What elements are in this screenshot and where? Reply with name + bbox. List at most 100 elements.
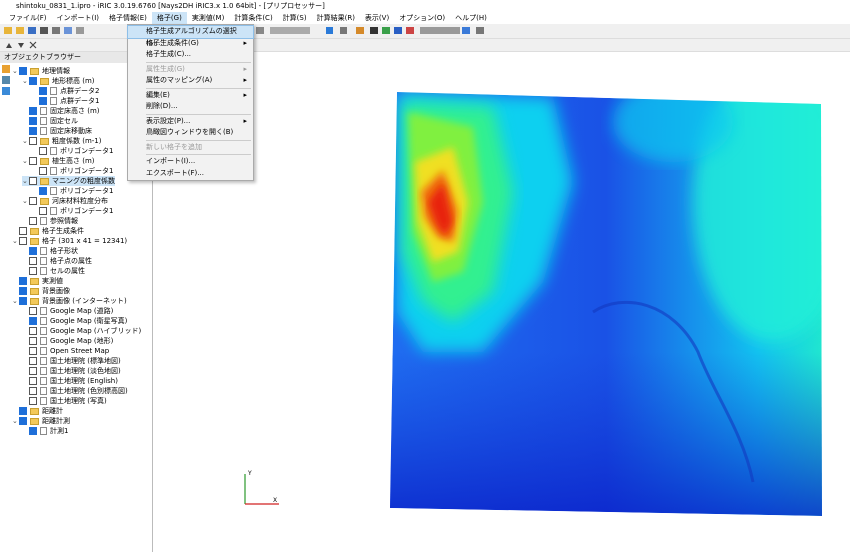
checkbox[interactable]: [29, 427, 37, 435]
checkbox[interactable]: [19, 407, 27, 415]
tree-item[interactable]: ポリゴンデータ1: [32, 186, 113, 196]
checkbox[interactable]: [39, 97, 47, 105]
checkbox[interactable]: [19, 277, 27, 285]
tree-item[interactable]: 国土地理院 (標準地図): [22, 356, 121, 366]
checkbox[interactable]: [19, 287, 27, 295]
menu-item[interactable]: ファイル(F): [9, 14, 47, 22]
expand-arrow[interactable]: ⌄: [22, 177, 28, 185]
checkbox[interactable]: [29, 347, 37, 355]
checkbox[interactable]: [29, 327, 37, 335]
tree-item[interactable]: 国土地理院 (色別標高図): [22, 386, 128, 396]
dropdown-item[interactable]: インポート(I)...: [128, 156, 253, 168]
tree-item[interactable]: Open Street Map: [22, 346, 109, 356]
checkbox[interactable]: [29, 77, 37, 85]
checkbox[interactable]: [19, 227, 27, 235]
dropdown-item[interactable]: 鳥瞰図ウィンドウを開く(B): [128, 127, 253, 139]
checkbox[interactable]: [29, 377, 37, 385]
tree-item[interactable]: ⌄ 距離計測: [12, 416, 70, 426]
checkbox[interactable]: [19, 297, 27, 305]
tree-item[interactable]: ポリゴンデータ1: [32, 146, 113, 156]
dropdown-item[interactable]: エクスポート(F)...: [128, 168, 253, 180]
tree-item[interactable]: 国土地理院 (English): [22, 376, 118, 386]
tree-item[interactable]: ⌄ 地形標高 (m): [22, 76, 95, 86]
checkbox[interactable]: [29, 307, 37, 315]
expand-arrow[interactable]: ⌄: [22, 77, 28, 85]
expand-arrow[interactable]: ⌄: [22, 157, 28, 165]
tree-item[interactable]: Google Map (ハイブリッド): [22, 326, 141, 336]
menu-item[interactable]: 計算条件(C): [234, 14, 273, 22]
tree-item[interactable]: ⌄ 背景画像 (インターネット): [12, 296, 127, 306]
expand-arrow[interactable]: ⌄: [12, 237, 18, 245]
expand-arrow[interactable]: ⌄: [12, 67, 18, 75]
menu-item[interactable]: 計算(S): [282, 14, 307, 22]
tree-item[interactable]: ⌄ 粗度係数 (m-1): [22, 136, 102, 146]
checkbox[interactable]: [29, 357, 37, 365]
tree-item[interactable]: 固定床移動床: [22, 126, 92, 136]
tree-item[interactable]: ⌄ マニングの粗度係数: [22, 176, 115, 186]
checkbox[interactable]: [29, 217, 37, 225]
checkbox[interactable]: [39, 147, 47, 155]
tree-item[interactable]: Google Map (衛星写真): [22, 316, 127, 326]
checkbox[interactable]: [29, 387, 37, 395]
checkbox[interactable]: [29, 127, 37, 135]
menu-item[interactable]: 格子情報(E): [109, 14, 147, 22]
tree-item[interactable]: 背景画像: [12, 286, 70, 296]
dropdown-item[interactable]: 編集(E) ▸: [128, 90, 253, 102]
dropdown-item[interactable]: 属性のマッピング(A) ▸: [128, 75, 253, 87]
tree-item[interactable]: Google Map (地形): [22, 336, 113, 346]
checkbox[interactable]: [29, 157, 37, 165]
checkbox[interactable]: [29, 367, 37, 375]
tree-item[interactable]: 格子生成条件: [12, 226, 84, 236]
menu-item[interactable]: 実測値(M): [191, 14, 225, 22]
tree-item[interactable]: Google Map (道路): [22, 306, 113, 316]
tree-item[interactable]: 国土地理院 (写真): [22, 396, 107, 406]
checkbox[interactable]: [19, 237, 27, 245]
checkbox[interactable]: [29, 247, 37, 255]
checkbox[interactable]: [29, 397, 37, 405]
checkbox[interactable]: [39, 187, 47, 195]
tree-item[interactable]: 固定床高さ (m): [22, 106, 100, 116]
menu-item[interactable]: ヘルプ(H): [455, 14, 487, 22]
checkbox[interactable]: [29, 137, 37, 145]
tree-item[interactable]: 格子形状: [22, 246, 78, 256]
checkbox[interactable]: [29, 197, 37, 205]
tree-item[interactable]: 参照情報: [22, 216, 78, 226]
checkbox[interactable]: [29, 337, 37, 345]
tree-item[interactable]: 点群データ1: [32, 96, 99, 106]
expand-arrow[interactable]: ⌄: [22, 197, 28, 205]
dropdown-item[interactable]: 格子生成条件(G) ▸: [128, 38, 253, 50]
dropdown-item[interactable]: 格子生成アルゴリズムの選択(S)...: [127, 25, 254, 47]
tree-item[interactable]: ⌄ 河床材料粒度分布: [22, 196, 108, 206]
dropdown-item[interactable]: 表示設定(P)... ▸: [128, 116, 253, 128]
menu-item[interactable]: 表示(V): [364, 14, 390, 22]
checkbox[interactable]: [29, 267, 37, 275]
checkbox[interactable]: [29, 257, 37, 265]
tree-item[interactable]: 固定セル: [22, 116, 78, 126]
tree-item[interactable]: 実測値: [12, 276, 63, 286]
checkbox[interactable]: [39, 207, 47, 215]
checkbox[interactable]: [29, 107, 37, 115]
checkbox[interactable]: [29, 117, 37, 125]
expand-arrow[interactable]: ⌄: [22, 137, 28, 145]
tree-item[interactable]: 格子点の属性: [22, 256, 92, 266]
checkbox[interactable]: [39, 87, 47, 95]
expand-arrow[interactable]: ⌄: [12, 297, 18, 305]
tree-item[interactable]: セルの属性: [22, 266, 85, 276]
checkbox[interactable]: [19, 417, 27, 425]
tree-item[interactable]: 国土地理院 (淡色地図): [22, 366, 121, 376]
tree-item[interactable]: ⌄ 格子 (301 x 41 = 12341): [12, 236, 127, 246]
checkbox[interactable]: [39, 167, 47, 175]
tree-item[interactable]: ポリゴンデータ1: [32, 166, 113, 176]
tree-item[interactable]: ポリゴンデータ1: [32, 206, 113, 216]
menu-item[interactable]: 計算結果(R): [316, 14, 355, 22]
menu-item[interactable]: 格子(G): [151, 12, 187, 24]
tree-item[interactable]: ⌄ 植生高さ (m): [22, 156, 95, 166]
menu-item[interactable]: インポート(I): [56, 14, 100, 22]
checkbox[interactable]: [29, 317, 37, 325]
expand-arrow[interactable]: ⌄: [12, 417, 18, 425]
tree-item[interactable]: ⌄ 地理情報: [12, 66, 70, 76]
checkbox[interactable]: [29, 177, 37, 185]
dropdown-item[interactable]: 格子生成(C)...: [128, 49, 253, 61]
tree-item[interactable]: 距離計: [12, 406, 63, 416]
tree-item[interactable]: 計測1: [22, 426, 68, 436]
